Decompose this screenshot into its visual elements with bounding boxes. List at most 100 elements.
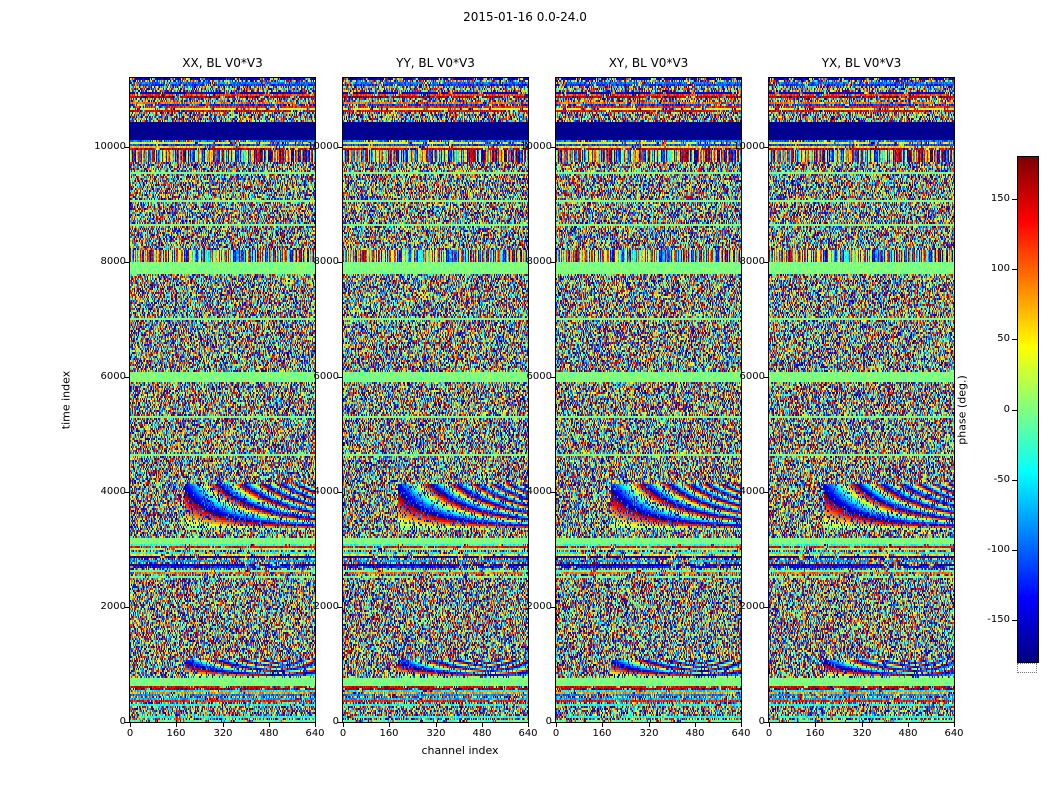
x-tick <box>176 723 177 727</box>
y-tick-label: 0 <box>758 716 765 727</box>
colorbar-tick <box>1012 269 1017 270</box>
y-tick <box>764 262 768 263</box>
panel-frame <box>129 77 316 723</box>
y-tick-label: 8000 <box>526 256 552 267</box>
y-tick-label: 2000 <box>100 601 126 612</box>
y-tick-label: 10000 <box>94 141 126 152</box>
x-tick <box>315 723 316 727</box>
y-tick-label: 0 <box>119 716 126 727</box>
y-tick <box>338 377 342 378</box>
x-tick-label: 0 <box>126 728 134 739</box>
x-tick <box>343 723 344 727</box>
panel-frame <box>555 77 742 723</box>
y-tick-label: 4000 <box>739 486 765 497</box>
panel-title: XX, BL V0*V3 <box>182 56 263 70</box>
x-tick-label: 320 <box>426 728 446 739</box>
y-tick <box>764 722 768 723</box>
panel-frame <box>768 77 955 723</box>
colorbar-frame <box>1017 156 1039 663</box>
x-tick <box>769 723 770 727</box>
colorbar-tick-label: 0 <box>1003 404 1010 415</box>
heatmap-panel-1 <box>343 78 528 722</box>
heatmap-panel-2 <box>556 78 741 722</box>
heatmap-panel-0 <box>130 78 315 722</box>
y-tick <box>125 722 129 723</box>
colorbar-tick <box>1012 620 1017 621</box>
y-tick-label: 10000 <box>733 141 765 152</box>
y-tick <box>338 147 342 148</box>
colorbar-tick <box>1012 480 1017 481</box>
x-tick <box>954 723 955 727</box>
y-tick-label: 4000 <box>313 486 339 497</box>
colorbar-tick-label: 100 <box>990 263 1010 274</box>
figure-title: 2015-01-16 0.0-24.0 <box>463 10 587 24</box>
x-tick-label: 320 <box>213 728 233 739</box>
panel-frame <box>342 77 529 723</box>
x-tick <box>130 723 131 727</box>
y-tick <box>125 377 129 378</box>
y-tick <box>338 492 342 493</box>
x-tick <box>223 723 224 727</box>
panel-title: YY, BL V0*V3 <box>396 56 475 70</box>
x-tick-label: 0 <box>339 728 347 739</box>
y-tick <box>338 262 342 263</box>
x-tick <box>269 723 270 727</box>
y-tick <box>551 377 555 378</box>
x-tick-label: 640 <box>305 728 325 739</box>
x-tick-label: 0 <box>552 728 560 739</box>
y-tick <box>125 492 129 493</box>
y-tick-label: 10000 <box>520 141 552 152</box>
colorbar-extension <box>1017 663 1037 673</box>
y-tick <box>551 722 555 723</box>
panel-title: YX, BL V0*V3 <box>821 56 902 70</box>
y-tick-label: 6000 <box>739 371 765 382</box>
colorbar-gradient <box>1018 157 1038 662</box>
x-tick <box>695 723 696 727</box>
y-tick <box>764 607 768 608</box>
colorbar-tick <box>1012 410 1017 411</box>
x-axis-label: channel index <box>421 744 499 757</box>
x-tick-label: 480 <box>472 728 492 739</box>
colorbar-tick-label: 50 <box>997 333 1010 344</box>
x-tick-label: 320 <box>852 728 872 739</box>
x-tick <box>436 723 437 727</box>
y-tick <box>551 147 555 148</box>
x-tick <box>528 723 529 727</box>
x-tick-label: 640 <box>731 728 751 739</box>
x-tick <box>908 723 909 727</box>
y-tick <box>764 147 768 148</box>
y-tick <box>551 607 555 608</box>
y-tick-label: 2000 <box>739 601 765 612</box>
y-tick-label: 0 <box>332 716 339 727</box>
y-tick <box>125 147 129 148</box>
x-tick <box>556 723 557 727</box>
y-tick <box>551 492 555 493</box>
colorbar-tick-label: 150 <box>990 193 1010 204</box>
y-tick-label: 6000 <box>100 371 126 382</box>
x-tick <box>815 723 816 727</box>
x-tick-label: 640 <box>518 728 538 739</box>
x-tick <box>862 723 863 727</box>
y-tick-label: 6000 <box>313 371 339 382</box>
y-tick <box>764 492 768 493</box>
x-tick-label: 640 <box>944 728 964 739</box>
x-tick-label: 480 <box>259 728 279 739</box>
heatmap-panel-3 <box>769 78 954 722</box>
colorbar-tick-label: -100 <box>987 544 1010 555</box>
x-tick-label: 480 <box>685 728 705 739</box>
colorbar-tick <box>1012 339 1017 340</box>
x-tick-label: 160 <box>805 728 825 739</box>
y-tick-label: 10000 <box>307 141 339 152</box>
x-tick-label: 160 <box>379 728 399 739</box>
y-tick-label: 8000 <box>739 256 765 267</box>
y-tick <box>764 377 768 378</box>
colorbar-label: phase (deg.) <box>955 375 969 445</box>
y-tick <box>551 262 555 263</box>
y-tick-label: 0 <box>545 716 552 727</box>
y-tick-label: 6000 <box>526 371 552 382</box>
x-tick <box>741 723 742 727</box>
x-tick <box>602 723 603 727</box>
y-tick-label: 8000 <box>100 256 126 267</box>
y-tick-label: 8000 <box>313 256 339 267</box>
